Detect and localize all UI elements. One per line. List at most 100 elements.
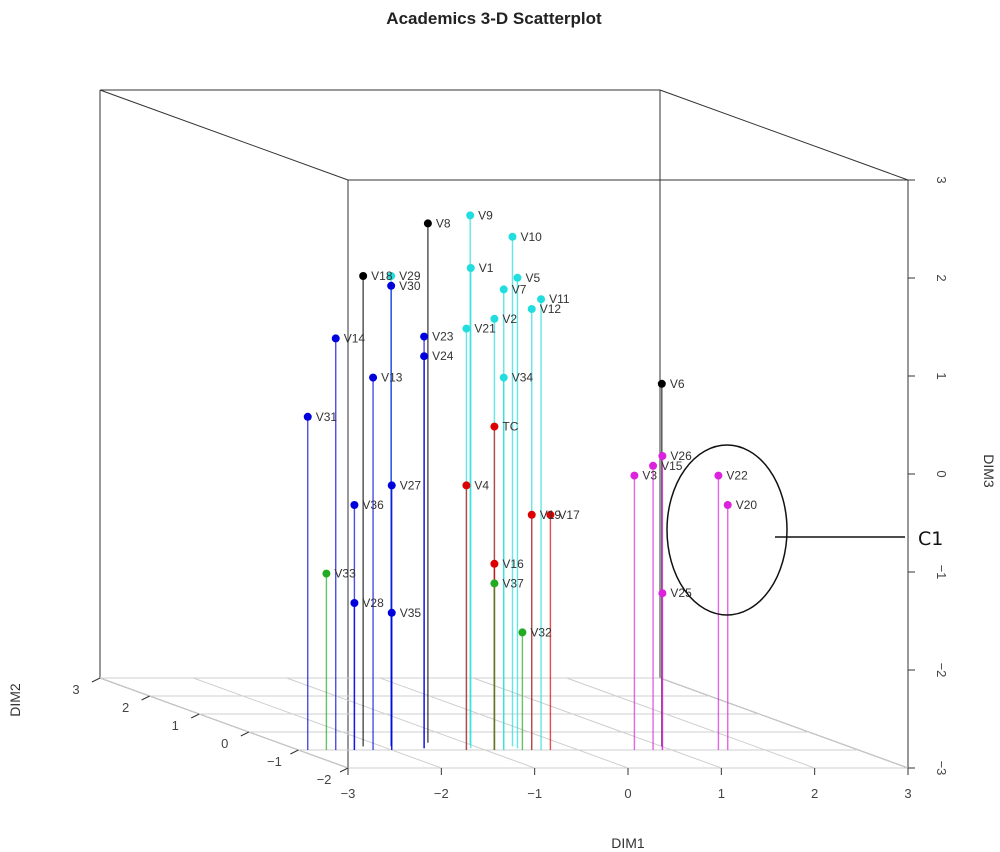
point-label: V29: [399, 269, 421, 283]
data-point: [527, 510, 536, 519]
y-tick-mark: [190, 713, 200, 719]
y-tick-label: 2: [122, 700, 129, 715]
point-label: V11: [549, 292, 570, 306]
data-point: [322, 569, 331, 578]
point-label: V1: [479, 261, 494, 275]
point-label: V22: [726, 469, 748, 483]
point-label: V7: [512, 282, 527, 296]
grid-line: [473, 677, 722, 769]
point-label: V21: [474, 322, 496, 336]
z-tick-label: −1: [934, 565, 949, 580]
data-point: [499, 285, 508, 294]
point-label: V8: [436, 216, 451, 230]
x-tick-label: −1: [527, 786, 542, 801]
data-point: [466, 211, 475, 220]
data-point: [630, 471, 639, 480]
data-point: [420, 332, 429, 341]
data-point: [537, 295, 546, 304]
point-label: V24: [432, 349, 454, 363]
y-tick-label: 0: [221, 736, 228, 751]
z-tick-label: 3: [934, 176, 949, 183]
point-label: V12: [540, 302, 562, 316]
data-point: [527, 305, 536, 313]
data-point: [387, 281, 396, 290]
cluster-ellipse: [666, 444, 788, 616]
grid-line: [566, 677, 815, 769]
point-label: V14: [344, 331, 366, 345]
data-point: [714, 471, 723, 480]
data-point: [490, 422, 499, 431]
point-label: V23: [432, 330, 454, 344]
data-point: [387, 481, 396, 490]
y-tick-label: −1: [267, 754, 282, 769]
z-tick-label: −3: [934, 761, 949, 776]
grid-line: [286, 677, 535, 769]
data-point: [658, 452, 667, 460]
x-tick-label: 3: [904, 786, 911, 801]
point-label: V34: [512, 371, 534, 385]
point-label: V25: [670, 586, 692, 600]
data-point: [490, 579, 499, 588]
data-point: [658, 589, 667, 598]
callout-label: C1: [918, 528, 943, 550]
data-point: [490, 559, 499, 568]
y-tick-label: 1: [172, 718, 179, 733]
grid-line: [659, 677, 909, 769]
data-point: [387, 608, 396, 617]
point-label: V16: [502, 557, 524, 571]
x-axis-title: DIM1: [611, 835, 645, 851]
data-point: [303, 412, 312, 421]
data-point: [420, 352, 429, 361]
data-point: [331, 334, 340, 343]
data-point: [657, 379, 666, 388]
x-tick-label: 1: [718, 786, 725, 801]
y-tick-mark: [91, 677, 101, 683]
y-tick-label: −2: [317, 772, 332, 787]
point-label: V15: [661, 459, 683, 473]
point-label: V37: [502, 576, 524, 590]
point-label: V13: [381, 371, 403, 385]
data-point: [499, 373, 508, 382]
data-point: [350, 599, 359, 607]
point-label: V10: [520, 230, 542, 244]
x-tick-label: −3: [341, 786, 356, 801]
point-label: V32: [530, 625, 552, 639]
z-tick-label: −2: [934, 663, 949, 678]
grid-line: [193, 677, 442, 769]
data-point: [490, 314, 499, 323]
data-point: [462, 481, 471, 490]
point-label: V3: [642, 469, 657, 483]
grid-line: [99, 677, 349, 769]
y-tick-mark: [141, 695, 150, 701]
box-edge: [99, 89, 349, 181]
point-label: V5: [525, 271, 540, 285]
data-point: [649, 461, 658, 470]
data-point: [508, 232, 517, 241]
point-label: V28: [362, 596, 384, 610]
data-point: [518, 628, 527, 637]
data-point: [546, 510, 555, 519]
point-label: V26: [670, 449, 692, 463]
data-point: [423, 219, 432, 228]
y-tick-mark: [290, 749, 299, 755]
data-point: [462, 324, 471, 333]
data-point: [369, 373, 378, 382]
point-label: V4: [474, 478, 489, 492]
y-tick-mark: [240, 731, 250, 737]
chart-title: Academics 3-D Scatterplot: [386, 9, 602, 28]
x-tick-label: 0: [624, 786, 631, 801]
x-tick-label: −2: [434, 786, 449, 801]
data-point: [350, 501, 359, 509]
y-axis-title: DIM2: [7, 683, 23, 717]
z-tick-label: 0: [934, 470, 949, 477]
point-label: V18: [371, 269, 393, 283]
data-point: [466, 264, 475, 272]
point-label: V35: [400, 606, 422, 620]
cluster-callout: C1: [666, 444, 943, 616]
point-label: V27: [400, 478, 422, 492]
drop-lines: [307, 215, 729, 750]
point-label: TC: [502, 420, 518, 434]
point-label: V2: [502, 312, 517, 326]
